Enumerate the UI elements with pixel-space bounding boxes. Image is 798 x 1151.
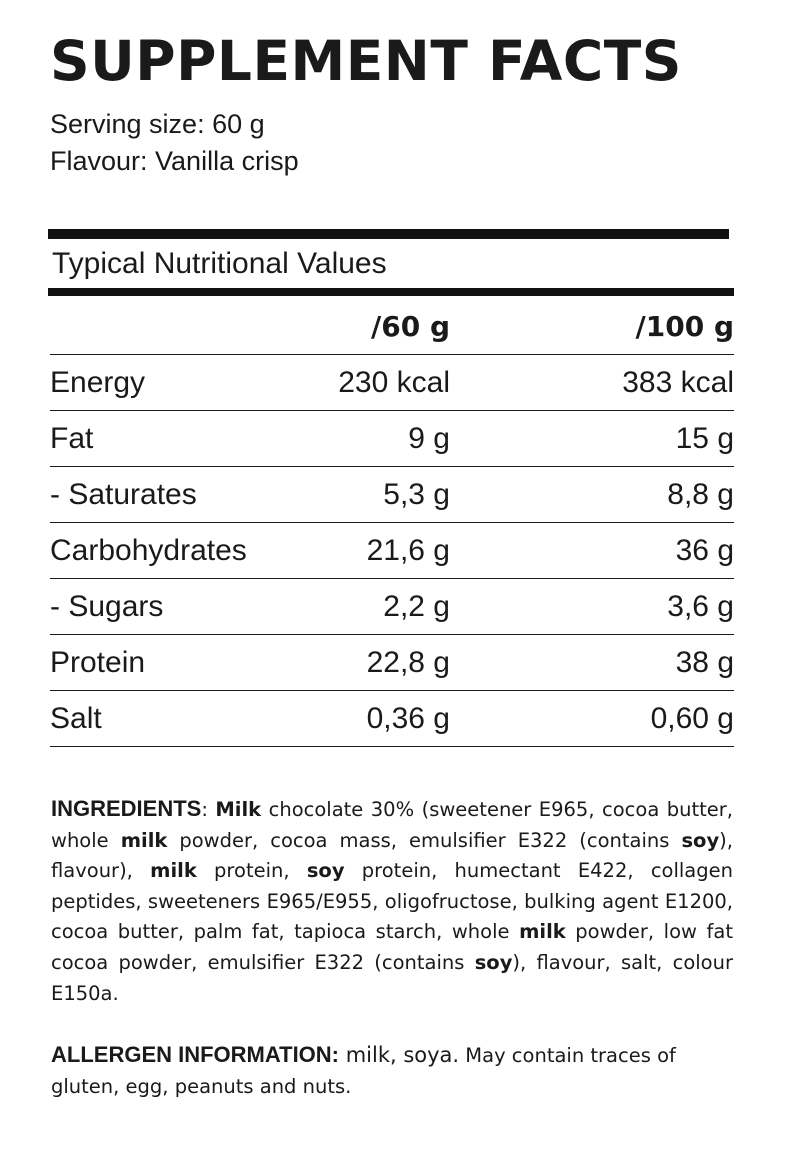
ingredients-segment: :	[201, 798, 216, 821]
allergen-highlight: soy	[681, 828, 720, 852]
value-per-60g: 230 kcal	[338, 365, 450, 399]
ingredients-segment: ), flavour, salt, colour E150a.	[51, 950, 733, 1005]
value-per-100g: 383 kcal	[622, 365, 734, 399]
top-divider	[48, 229, 729, 239]
table-row: Fat 9 g 15 g	[50, 411, 734, 467]
value-per-60g: 21,6 g	[366, 533, 450, 567]
table-row: - Sugars 2,2 g 3,6 g	[50, 579, 734, 635]
allergen-highlight: soy	[474, 950, 513, 974]
allergen-highlight: soy	[306, 859, 345, 883]
row-label: Protein	[50, 645, 146, 679]
allergen-traces: May contain traces of gluten, egg, peanu…	[51, 1044, 676, 1098]
flavour: Flavour: Vanilla crisp	[50, 146, 299, 176]
value-per-60g: 9 g	[408, 421, 450, 455]
row-label: - Sugars	[50, 589, 164, 623]
value-per-100g: 0,60 g	[650, 701, 734, 735]
table-title: Typical Nutritional Values	[52, 247, 387, 280]
table-header-row: /60 g /100 g	[50, 298, 734, 355]
row-label: Fat	[50, 421, 94, 455]
value-per-60g: 0,36 g	[366, 701, 450, 735]
column-header-per-100g: /100 g	[635, 309, 734, 343]
ingredients-heading: INGREDIENTS	[51, 796, 202, 821]
table-row: - Saturates 5,3 g 8,8 g	[50, 467, 734, 523]
ingredients-segment: powder, cocoa mass, emulsifier E322 (con…	[167, 828, 682, 852]
table-row: Salt 0,36 g 0,60 g	[50, 691, 734, 747]
table-row: Energy 230 kcal 383 kcal	[50, 355, 734, 411]
value-per-100g: 3,6 g	[667, 589, 734, 623]
ingredients-segment: protein,	[196, 859, 307, 883]
ingredients-segment: chocolate 30% (sweetener E965, cocoa but…	[51, 798, 733, 852]
value-per-100g: 38 g	[675, 645, 734, 679]
value-per-100g: 36 g	[675, 533, 734, 567]
allergen-list: milk, soya.	[339, 1043, 460, 1067]
ingredients-segment: protein, humectant E422, collagen peptid…	[51, 859, 733, 944]
row-label: - Saturates	[50, 477, 197, 511]
header-divider	[48, 288, 734, 296]
table-row: Carbohydrates 21,6 g 36 g	[50, 523, 734, 579]
column-header-per-60g: /60 g	[371, 309, 450, 343]
value-per-100g: 8,8 g	[667, 477, 734, 511]
value-per-100g: 15 g	[675, 421, 734, 455]
nutrition-table: /60 g /100 g Energy 230 kcal 383 kcal Fa…	[50, 298, 734, 747]
allergen-highlight: milk	[150, 859, 197, 883]
row-label: Energy	[50, 365, 146, 399]
ingredients-segment: powder, low fat cocoa powder, emulsifier…	[51, 920, 733, 974]
allergen-highlight: milk	[120, 828, 168, 852]
row-label: Salt	[50, 701, 102, 735]
value-per-60g: 5,3 g	[383, 477, 450, 511]
allergen-highlight: milk	[519, 920, 566, 944]
table-row: Protein 22,8 g 38 g	[50, 635, 734, 691]
serving-size: Serving size: 60 g	[50, 109, 265, 139]
value-per-60g: 2,2 g	[383, 589, 450, 623]
ingredients-segment: ), flavour),	[51, 828, 733, 883]
ingredients-text: INGREDIENTS: Milk chocolate 30% (sweeten…	[51, 794, 733, 1009]
allergen-highlight: Milk	[215, 798, 262, 821]
allergen-information: ALLERGEN INFORMATION: milk, soya. May co…	[51, 1039, 735, 1102]
allergen-heading: ALLERGEN INFORMATION:	[51, 1042, 340, 1067]
page-title: SUPPLEMENT FACTS	[50, 29, 682, 93]
value-per-60g: 22,8 g	[366, 645, 450, 679]
row-label: Carbohydrates	[50, 533, 247, 567]
